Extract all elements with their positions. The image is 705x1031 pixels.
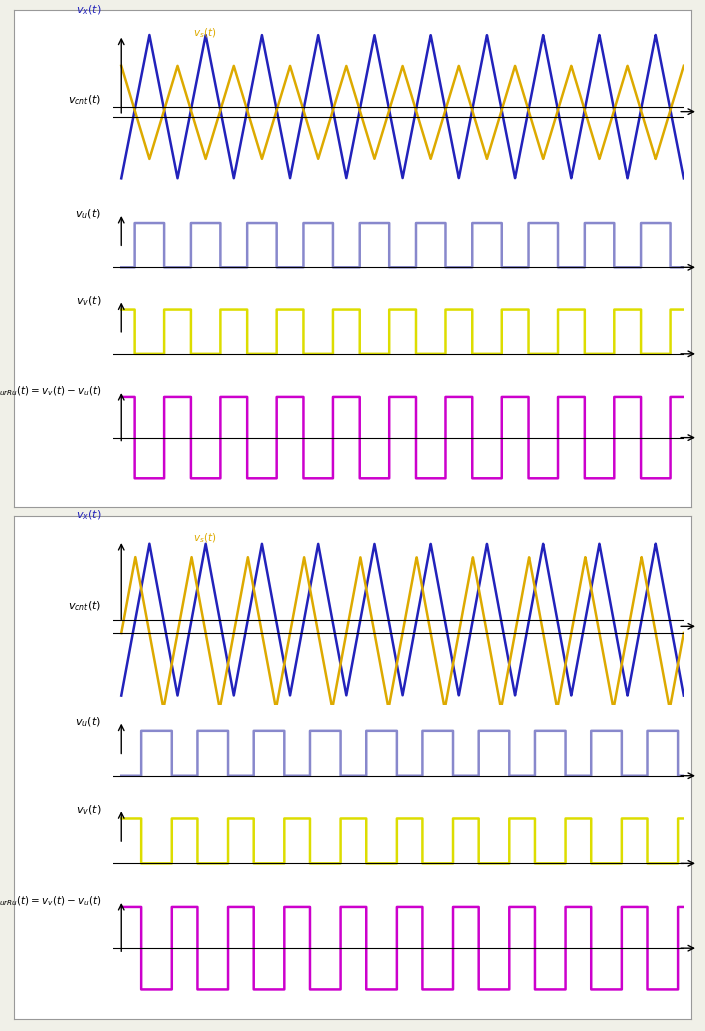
Text: $v_{cnt}(t)$: $v_{cnt}(t)$ (68, 93, 102, 107)
Text: $v_u(t)$: $v_u(t)$ (75, 716, 102, 729)
Text: $v_{curRu}(t)=v_v(t)-v_u(t)$: $v_{curRu}(t)=v_v(t)-v_u(t)$ (0, 894, 102, 907)
Text: $v_v(t)$: $v_v(t)$ (75, 803, 102, 817)
Text: $v_x(t)$: $v_x(t)$ (75, 508, 102, 523)
Text: $v_u(t)$: $v_u(t)$ (75, 208, 102, 222)
Text: $v_{cnt}(t)$: $v_{cnt}(t)$ (68, 599, 102, 613)
Text: $v_x(t)$: $v_x(t)$ (75, 3, 102, 18)
Text: $v_v(t)$: $v_v(t)$ (75, 294, 102, 308)
Text: $v_s(t)$: $v_s(t)$ (192, 531, 216, 544)
Text: $v_{curRu}(t)=v_v(t)-v_u(t)$: $v_{curRu}(t)=v_v(t)-v_u(t)$ (0, 385, 102, 398)
Text: $v_s(t)$: $v_s(t)$ (192, 26, 216, 39)
